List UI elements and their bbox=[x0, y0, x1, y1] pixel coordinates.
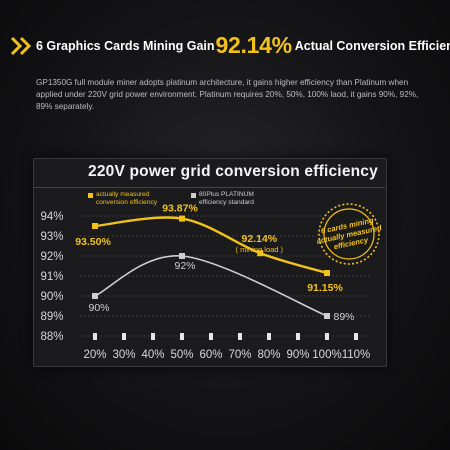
badge-ring-inner bbox=[323, 208, 375, 260]
x-tick-mark bbox=[267, 333, 271, 340]
data-point bbox=[324, 313, 330, 319]
y-tick-label: 88% bbox=[40, 331, 63, 343]
x-tick-label: 110% bbox=[342, 349, 371, 361]
x-tick-label: 90% bbox=[286, 349, 309, 361]
y-tick-label: 91% bbox=[40, 271, 63, 283]
legend-measured-line1: actually measured bbox=[96, 191, 150, 198]
headline-prefix: 6 Graphics Cards Mining Gain bbox=[36, 39, 215, 53]
data-label: 91.15% bbox=[307, 282, 343, 294]
x-tick-label: 20% bbox=[83, 349, 106, 361]
data-label: 93.50% bbox=[75, 236, 111, 248]
legend-platinum-line1: 80Plus PLATINUM bbox=[199, 191, 254, 198]
data-point bbox=[92, 223, 98, 229]
data-point bbox=[92, 293, 98, 299]
data-label: 90% bbox=[88, 302, 109, 314]
chevron-right-icon bbox=[10, 36, 32, 56]
series-line-0 bbox=[94, 216, 328, 275]
data-point bbox=[179, 253, 185, 259]
x-tick-label: 30% bbox=[112, 349, 135, 361]
x-tick-mark bbox=[238, 333, 242, 340]
y-tick-label: 90% bbox=[40, 291, 63, 303]
data-label: 92.14% bbox=[241, 233, 277, 245]
legend-platinum-line2: efficiency standard bbox=[199, 199, 254, 206]
x-tick-mark bbox=[325, 333, 329, 340]
x-tick-mark bbox=[122, 333, 126, 340]
headline-suffix: Actual Conversion Efficiency bbox=[294, 39, 450, 53]
page-headline: 6 Graphics Cards Mining Gain92.14% Actual… bbox=[36, 32, 450, 59]
product-description: GP1350G full module miner adopts platinu… bbox=[36, 78, 419, 111]
headline-value: 92.14% bbox=[215, 32, 293, 58]
x-tick-label: 40% bbox=[141, 349, 164, 361]
series-line-1 bbox=[94, 255, 328, 317]
data-point bbox=[179, 215, 185, 222]
x-tick-label: 50% bbox=[170, 349, 193, 361]
data-sublabel: ( mining load ) bbox=[236, 245, 284, 254]
y-tick-label: 89% bbox=[40, 311, 63, 323]
chart-title: 220V power grid conversion efficiency bbox=[88, 163, 378, 180]
data-label: 89% bbox=[333, 311, 354, 323]
x-tick-mark bbox=[151, 333, 155, 340]
x-tick-label: 70% bbox=[228, 349, 251, 361]
legend-measured-line2: conversion efficiency bbox=[96, 199, 158, 206]
x-tick-mark bbox=[209, 333, 213, 340]
data-point bbox=[257, 250, 264, 257]
y-tick-label: 94% bbox=[40, 211, 63, 223]
x-tick-mark bbox=[93, 333, 97, 340]
chart-title-divider bbox=[33, 187, 385, 188]
legend-swatch-platinum bbox=[191, 193, 196, 198]
data-point bbox=[324, 270, 330, 276]
x-tick-mark bbox=[354, 333, 358, 340]
x-tick-label: 80% bbox=[257, 349, 280, 361]
legend-swatch-measured bbox=[88, 193, 93, 198]
data-label: 92% bbox=[174, 260, 195, 272]
badge-ring-outer bbox=[318, 203, 380, 265]
data-label: 93.87% bbox=[162, 203, 198, 215]
x-tick-label: 100% bbox=[312, 349, 341, 361]
y-tick-label: 92% bbox=[40, 251, 63, 263]
x-tick-mark bbox=[180, 333, 184, 340]
y-tick-label: 93% bbox=[40, 231, 63, 243]
x-tick-label: 60% bbox=[199, 349, 222, 361]
x-tick-mark bbox=[296, 333, 300, 340]
